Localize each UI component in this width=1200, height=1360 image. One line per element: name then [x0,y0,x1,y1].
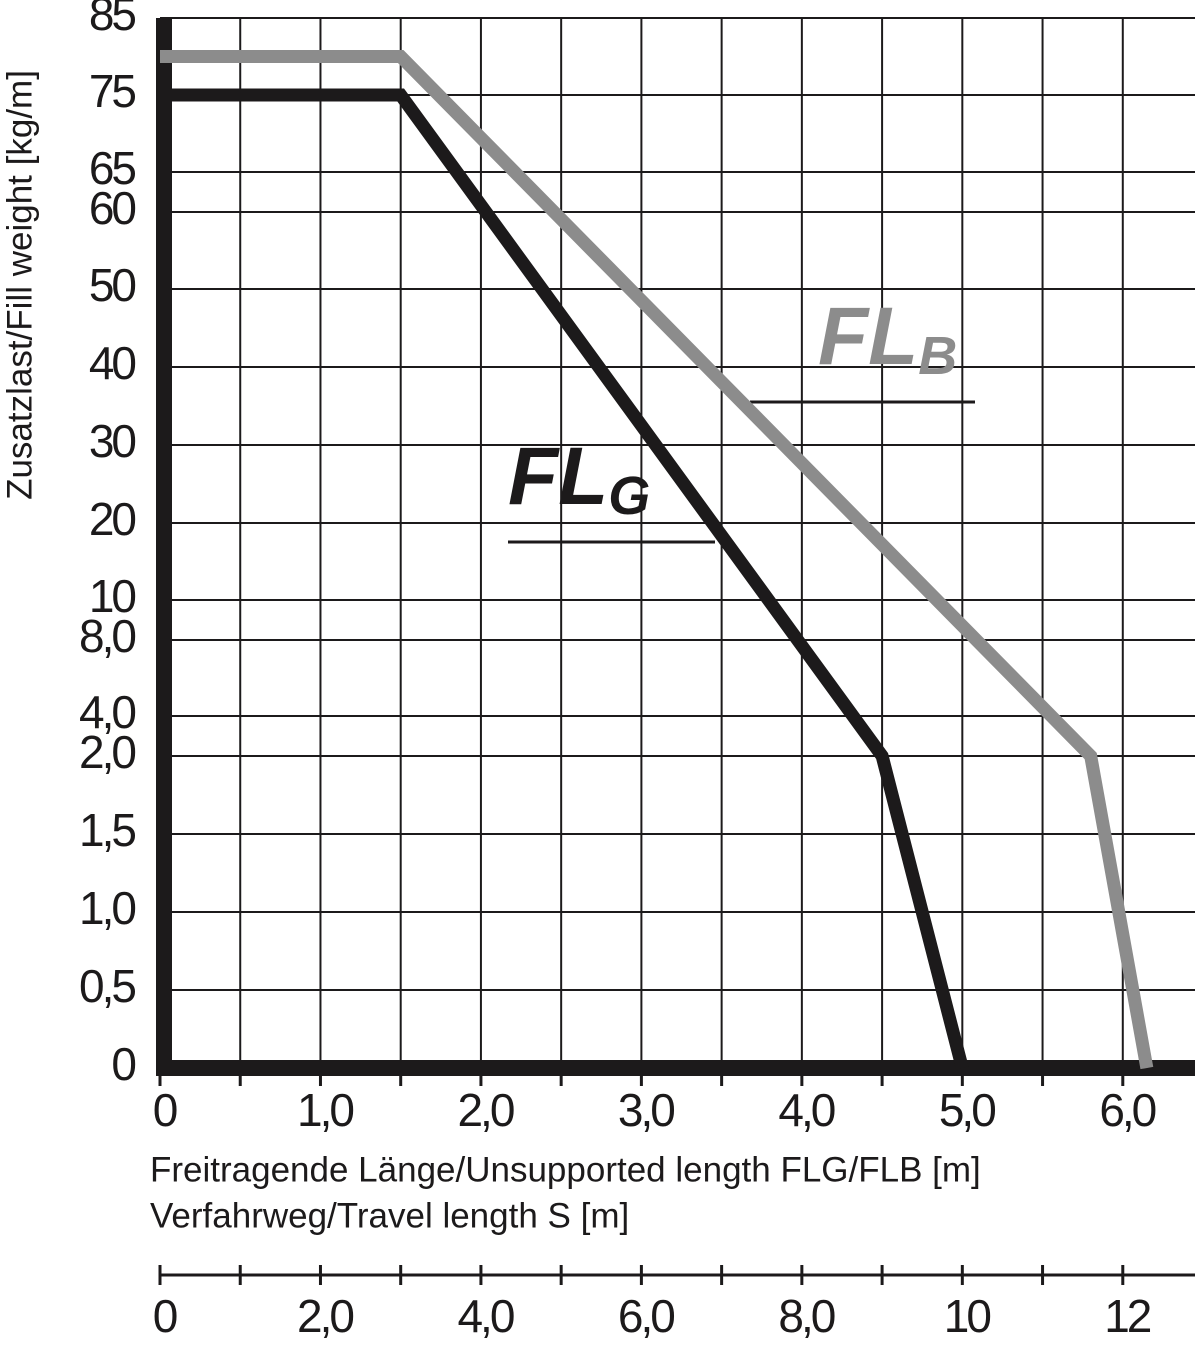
x2-tick-label: 8,0 [778,1290,834,1342]
y-tick-label: 60 [89,182,136,234]
series-annotation: FLB [818,291,957,387]
x2-tick-label: 10 [944,1290,991,1342]
x-tick-label: 6,0 [1099,1084,1155,1136]
y-tick-label: 0,5 [79,960,135,1012]
y-tick-label: 40 [89,337,136,389]
x2-tick-label: 4,0 [457,1290,513,1342]
x2-tick-label: 0 [153,1290,177,1342]
x-axis-label: Freitragende Länge/Unsupported length FL… [150,1150,981,1189]
series-annotation: FLG [508,431,650,527]
x2-tick-label: 12 [1104,1290,1151,1342]
x-tick-label: 5,0 [939,1084,995,1136]
annotation-text: FL [818,291,918,382]
y-tick-label: 65 [89,142,136,194]
x-tick-label: 0 [153,1084,177,1136]
x2-tick-label: 6,0 [618,1290,674,1342]
x2-tick-label: 2,0 [297,1290,353,1342]
y-axis-label: Zusatzlast/Fill weight [kg/m] [0,70,39,500]
x-tick-label: 1,0 [297,1084,353,1136]
y-tick-label: 30 [89,415,136,467]
grid [159,17,1195,1069]
annotation-subscript: B [918,326,957,386]
y-tick-label: 4,0 [79,686,135,738]
y-tick-label: 50 [89,259,136,311]
y-tick-label: 8,0 [79,610,135,662]
x-tick-label: 2,0 [457,1084,513,1136]
annotation-text: FL [508,431,608,522]
y-tick-label: 10 [89,570,136,622]
data-line [160,50,1154,1070]
y-tick-label: 1,5 [79,804,135,856]
y-tick-label: 0 [111,1038,135,1090]
x2-axis-label: Verfahrweg/Travel length S [m] [150,1196,629,1235]
y-tick-label: 1,0 [79,882,135,934]
x-tick-label: 4,0 [778,1084,834,1136]
y-tick-label: 85 [89,0,136,40]
annotation-subscript: G [608,466,650,526]
y-tick-label: 20 [89,493,136,545]
y-tick-label: 2,0 [79,726,135,778]
y-tick-label: 75 [89,65,136,117]
data-line [160,88,969,1070]
x-tick-label: 3,0 [618,1084,674,1136]
